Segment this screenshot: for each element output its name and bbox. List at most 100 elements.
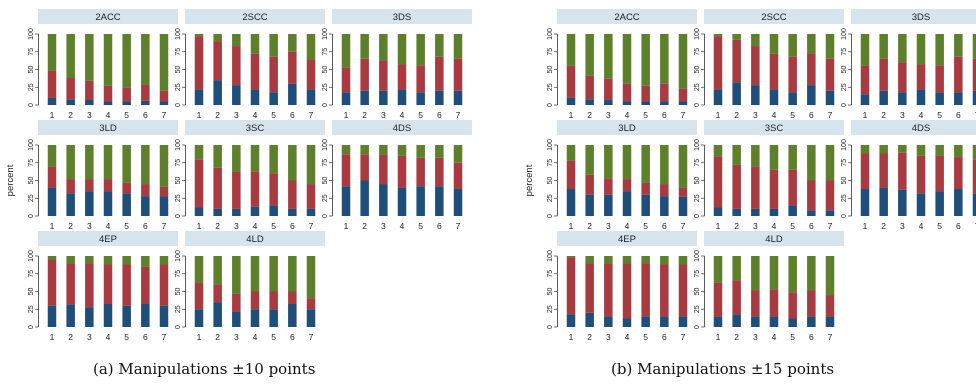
bar-top-a-4ds-1 [341, 145, 351, 155]
bar-middle-b-3ld-5 [641, 182, 650, 195]
bar-middle-a-3ld-1 [47, 166, 57, 188]
bar-bottom-b-4ds-4 [916, 193, 926, 216]
y-tick-label-a-4ld-75: 75 [175, 270, 182, 278]
x-tick-label-b-2scc-6: 6 [809, 110, 814, 120]
y-tick-label-a-3ds-75: 75 [322, 48, 329, 56]
bar-bottom-b-3ds-7 [972, 90, 976, 105]
x-tick-label-b-3ld-2: 2 [587, 221, 592, 231]
bar-top-a-4ld-2 [213, 256, 222, 285]
bar-top-a-4ld-7 [306, 256, 316, 299]
bar-top-a-2scc-3 [232, 34, 241, 47]
bar-top-a-3ds-5 [416, 34, 425, 66]
bar-middle-a-3sc-5 [269, 173, 278, 206]
bar-bottom-b-3sc-6 [807, 210, 816, 216]
bar-bottom-b-3ld-3 [604, 194, 613, 216]
x-tick-label-b-3ds-6: 6 [956, 110, 961, 120]
x-tick-label-a-3ds-3: 3 [381, 110, 386, 120]
panel-title-a-2scc: 2SCC [242, 12, 267, 23]
y-tick-label-b-4ld-75: 75 [694, 270, 701, 278]
y-tick-label-a-2scc-100: 100 [175, 28, 182, 40]
bar-middle-a-2scc-7 [306, 59, 316, 90]
x-tick-label-b-3ld-5: 5 [643, 221, 648, 231]
x-tick-label-a-4ld-7: 7 [309, 332, 314, 342]
bar-top-a-3sc-2 [213, 145, 222, 168]
bar-bottom-b-2acc-7 [678, 101, 688, 105]
x-tick-label-a-2scc-2: 2 [215, 110, 220, 120]
bar-middle-a-4ep-5 [122, 264, 131, 306]
bar-top-a-2acc-5 [122, 34, 131, 88]
bar-middle-a-3sc-4 [250, 171, 260, 207]
bar-bottom-b-4ds-6 [954, 189, 963, 216]
x-tick-label-a-4ep-7: 7 [162, 332, 167, 342]
bar-top-b-3sc-5 [788, 145, 797, 170]
x-tick-label-a-2acc-3: 3 [87, 110, 92, 120]
bar-middle-a-4ds-3 [379, 154, 388, 185]
panel-strip-a-4ep [38, 231, 178, 246]
y-tick-label-b-4ds-25: 25 [841, 194, 848, 202]
bar-top-b-3ds-3 [898, 34, 907, 63]
y-tick-label-a-3ld-100: 100 [28, 139, 35, 151]
bar-bottom-a-2acc-1 [47, 97, 57, 105]
bar-bottom-a-3ds-2 [360, 90, 369, 105]
y-tick-label-b-4ep-50: 50 [547, 288, 554, 296]
x-tick-label-b-2acc-1: 1 [569, 110, 574, 120]
bar-top-a-2acc-6 [141, 34, 150, 85]
x-tick-label-b-2acc-7: 7 [681, 110, 686, 120]
x-tick-label-b-3sc-2: 2 [734, 221, 739, 231]
bar-bottom-a-4ld-7 [306, 309, 316, 327]
bar-top-b-3sc-3 [751, 145, 760, 167]
panel-strip-b-3ld [557, 120, 697, 135]
panel-title-a-3ld: 3LD [99, 123, 117, 134]
x-tick-label-b-4ds-1: 1 [863, 221, 868, 231]
x-tick-label-b-4ds-4: 4 [919, 221, 924, 231]
bar-middle-a-4ep-3 [85, 263, 94, 308]
bar-middle-a-3ds-2 [360, 58, 369, 91]
x-tick-label-b-2scc-7: 7 [828, 110, 833, 120]
bar-middle-b-3sc-7 [825, 180, 835, 211]
x-tick-label-a-4ep-2: 2 [68, 332, 73, 342]
x-tick-label-a-4ep-4: 4 [106, 332, 111, 342]
y-tick-label-a-4ep-100: 100 [28, 250, 35, 262]
y-tick-label-b-3ld-50: 50 [547, 177, 554, 185]
bar-bottom-a-3sc-4 [250, 206, 260, 216]
bar-bottom-b-2acc-1 [566, 97, 576, 105]
panel-title-a-4ep: 4EP [99, 234, 117, 245]
x-tick-label-b-3ld-4: 4 [625, 221, 630, 231]
y-tick-label-a-4ep-25: 25 [28, 305, 35, 313]
bar-middle-b-4ep-3 [604, 263, 613, 317]
bar-bottom-a-3sc-5 [269, 205, 278, 216]
bar-bottom-b-3ds-1 [860, 94, 870, 105]
bar-middle-b-4ds-5 [935, 155, 944, 192]
bar-bottom-b-2acc-4 [622, 101, 632, 105]
y-tick-label-a-4ld-50: 50 [175, 288, 182, 296]
x-tick-label-b-3ds-4: 4 [919, 110, 924, 120]
bar-middle-a-3ds-3 [379, 60, 388, 91]
bar-middle-b-3ld-3 [604, 178, 613, 195]
bar-bottom-a-3ds-1 [341, 92, 351, 105]
y-tick-label-a-2acc-25: 25 [28, 83, 35, 91]
bar-top-b-3ds-5 [935, 34, 944, 66]
y-tick-label-b-2acc-75: 75 [547, 48, 554, 56]
y-tick-label-b-3sc-50: 50 [694, 177, 701, 185]
y-tick-label-b-3ds-0: 0 [841, 103, 848, 107]
bar-top-b-4ep-7 [678, 256, 688, 265]
bar-bottom-b-3ds-6 [954, 92, 963, 105]
bar-bottom-a-3sc-1 [194, 207, 204, 216]
bar-bottom-b-3ds-4 [916, 89, 926, 105]
bar-middle-a-2acc-4 [103, 85, 113, 102]
x-tick-label-b-4ep-2: 2 [587, 332, 592, 342]
x-tick-label-a-3ld-7: 7 [162, 221, 167, 231]
bar-middle-a-4ds-1 [341, 154, 351, 187]
y-tick-label-b-2scc-25: 25 [694, 83, 701, 91]
bar-bottom-a-3ds-3 [379, 90, 388, 105]
x-tick-label-b-2scc-5: 5 [790, 110, 795, 120]
x-tick-label-b-4ld-7: 7 [828, 332, 833, 342]
y-tick-label-b-3ld-25: 25 [547, 194, 554, 202]
bar-top-a-2scc-2 [213, 34, 222, 42]
bar-bottom-b-4ld-7 [825, 316, 835, 327]
bar-top-a-3ld-7 [159, 145, 169, 187]
bar-middle-a-4ep-2 [66, 263, 75, 305]
bar-top-b-4ds-3 [898, 145, 907, 153]
x-tick-label-a-3sc-3: 3 [234, 221, 239, 231]
panel-strip-a-4ds [332, 120, 472, 135]
